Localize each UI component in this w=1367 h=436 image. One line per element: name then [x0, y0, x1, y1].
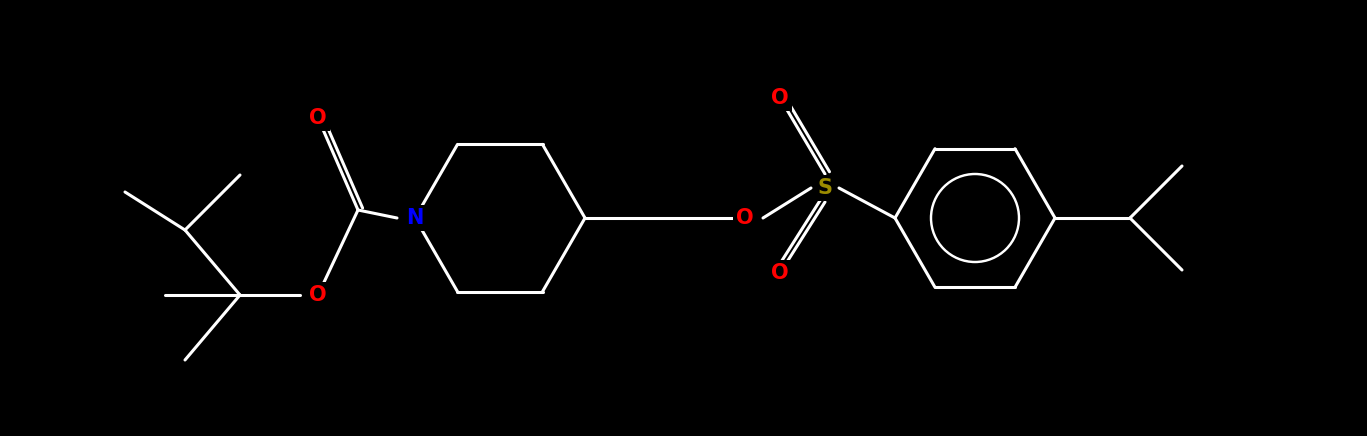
- Text: O: O: [771, 263, 789, 283]
- Text: N: N: [406, 208, 424, 228]
- Text: O: O: [309, 285, 327, 305]
- Text: O: O: [771, 88, 789, 108]
- Text: O: O: [309, 108, 327, 128]
- Text: S: S: [817, 178, 833, 198]
- Text: O: O: [737, 208, 753, 228]
